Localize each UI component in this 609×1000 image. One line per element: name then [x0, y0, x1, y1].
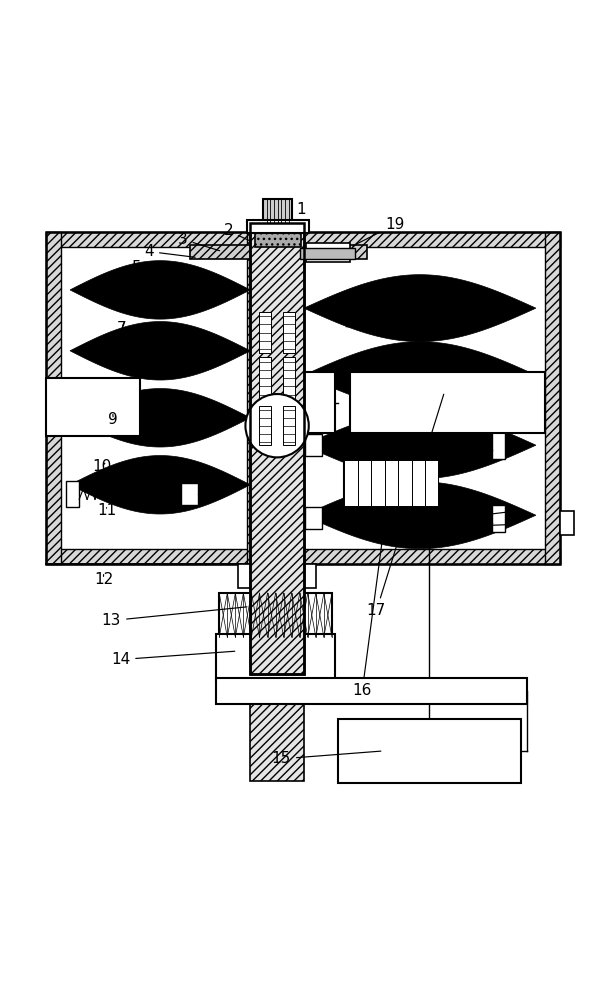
Text: 5: 5	[132, 260, 167, 275]
Bar	[262, 549, 560, 564]
Polygon shape	[70, 261, 250, 319]
Bar	[304, 434, 322, 456]
Bar	[259, 406, 271, 445]
Bar	[398, 460, 412, 506]
Bar	[259, 403, 271, 445]
Bar	[262, 232, 560, 564]
Text: 8: 8	[113, 360, 122, 375]
Bar	[425, 460, 438, 506]
Bar	[247, 232, 262, 564]
Bar	[283, 357, 295, 399]
Bar	[238, 564, 316, 588]
Text: 9: 9	[108, 412, 118, 427]
Text: 18: 18	[375, 522, 513, 537]
Bar	[259, 357, 271, 399]
Bar	[492, 432, 505, 459]
Bar	[344, 460, 438, 506]
Text: 15: 15	[272, 751, 381, 766]
Circle shape	[245, 394, 309, 457]
Text: 3: 3	[178, 232, 220, 251]
Bar	[304, 507, 322, 529]
Bar	[338, 719, 521, 783]
Bar	[344, 460, 357, 506]
Bar	[262, 232, 277, 564]
Bar	[283, 403, 295, 445]
Bar	[545, 232, 560, 564]
Polygon shape	[304, 275, 536, 342]
Bar	[283, 312, 295, 353]
Text: 10: 10	[93, 459, 112, 474]
Bar	[255, 232, 301, 247]
Polygon shape	[304, 482, 536, 549]
Bar	[250, 223, 304, 674]
Text: 19: 19	[353, 217, 404, 246]
Bar	[216, 634, 335, 680]
Text: 19: 19	[385, 511, 513, 533]
Bar	[46, 378, 140, 436]
Text: 13: 13	[102, 607, 247, 628]
Bar	[181, 483, 198, 505]
Bar	[350, 372, 545, 433]
Bar	[283, 406, 295, 445]
Text: 6: 6	[122, 290, 132, 305]
Bar	[46, 232, 262, 564]
Bar	[306, 243, 350, 262]
Text: 17: 17	[367, 394, 444, 618]
Text: 11: 11	[97, 503, 116, 518]
Bar	[259, 312, 271, 353]
Text: 4: 4	[144, 244, 195, 259]
Bar	[492, 505, 505, 532]
Bar	[371, 460, 384, 506]
Bar	[300, 248, 355, 259]
Bar	[61, 247, 247, 549]
Text: 2: 2	[224, 223, 252, 242]
Text: 1: 1	[281, 202, 306, 218]
Bar	[280, 372, 335, 433]
Bar	[277, 247, 545, 549]
Bar	[263, 199, 292, 223]
Text: 16: 16	[353, 486, 389, 698]
Text: —A: —A	[344, 317, 372, 335]
Bar	[46, 232, 262, 247]
Bar	[250, 223, 304, 674]
Polygon shape	[304, 342, 536, 409]
Bar	[66, 481, 79, 507]
Bar	[46, 232, 61, 564]
Bar	[219, 593, 332, 637]
Bar	[216, 678, 527, 704]
Bar	[247, 220, 309, 233]
Text: 14: 14	[111, 651, 234, 667]
Text: 7: 7	[117, 321, 127, 336]
Bar	[357, 460, 371, 506]
Polygon shape	[70, 322, 250, 380]
Polygon shape	[304, 412, 536, 479]
Bar	[190, 245, 367, 259]
Polygon shape	[70, 456, 250, 514]
Text: 12: 12	[94, 572, 113, 587]
Bar	[250, 674, 304, 781]
Bar	[560, 511, 574, 535]
Bar	[412, 460, 425, 506]
Bar	[384, 460, 398, 506]
Bar	[46, 549, 262, 564]
Polygon shape	[70, 389, 250, 447]
Bar	[262, 232, 560, 247]
